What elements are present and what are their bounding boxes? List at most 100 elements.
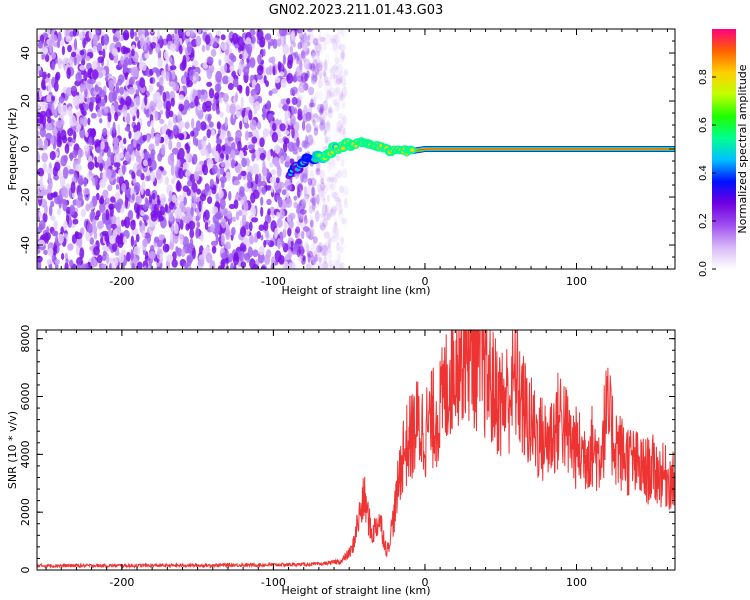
spectrogram-noise-cell <box>89 201 94 209</box>
spectrogram-noise-cell <box>223 158 230 170</box>
spectrogram-noise-cell <box>332 226 336 234</box>
spectrogram-noise-cell <box>225 153 229 161</box>
spectrogram-noise-cell <box>321 260 326 269</box>
spectrogram-noise-cell <box>249 235 255 245</box>
spectrogram-noise-cell <box>312 236 318 244</box>
spectrogram-y-ticks: -40 -20 0 20 40 <box>19 28 675 270</box>
spectrogram-noise-cell <box>107 112 112 123</box>
spectrogram-noise-cell <box>146 134 151 143</box>
spectrogram-noise-cell <box>133 31 137 37</box>
spectrogram-signal-core <box>354 144 358 148</box>
spectrogram-noise-cell <box>310 186 316 197</box>
spectrogram-noise-cell <box>60 129 67 141</box>
spectrogram-noise-cell <box>320 177 325 185</box>
spectrogram-noise-cell <box>252 129 260 138</box>
spectrogram-noise-cell <box>251 153 255 162</box>
spectrogram-noise-cell <box>339 155 345 168</box>
spectrogram-noise-cell <box>117 78 123 86</box>
spectrogram-noise-cell <box>61 252 65 261</box>
spectrogram-noise-cell <box>69 115 76 127</box>
spectrogram-noise-cell <box>269 206 276 216</box>
spectrogram-noise-cell <box>183 215 189 224</box>
spectrogram-noise-cell <box>272 38 278 49</box>
spectrogram-noise-cell <box>341 262 345 269</box>
spectrogram-noise-cell <box>323 61 328 73</box>
spectrogram-noise-cell <box>228 190 232 201</box>
spectrogram-noise-cell <box>37 167 45 177</box>
spectrogram-noise-cell <box>343 202 349 209</box>
spectrogram-noise-cell <box>255 155 260 161</box>
spectrogram-noise-cell <box>326 236 333 243</box>
spectrogram-noise-cell <box>195 215 200 222</box>
spectrogram-noise-cell <box>101 245 109 252</box>
spectrogram-noise-cell <box>323 129 327 137</box>
spectrogram-noise-cell <box>172 124 179 135</box>
spectrogram-noise-cell <box>320 182 326 191</box>
spectrogram-noise-cell <box>96 146 101 154</box>
spectrogram-noise-cell <box>327 106 334 114</box>
spectrogram-noise-cell <box>238 209 243 217</box>
spectrogram-noise-cell <box>95 29 100 35</box>
spectrogram-noise-cell <box>249 57 256 69</box>
spectrogram-noise-cell <box>258 246 265 256</box>
spectrogram-noise-cell <box>178 44 183 55</box>
spectrogram-noise-cell <box>301 72 308 84</box>
spectrogram-noise-cell <box>311 74 318 82</box>
spectrogram-noise-cell <box>49 124 53 131</box>
spectrogram-noise-cell <box>150 213 158 222</box>
spectrogram-noise-cell <box>297 94 303 101</box>
spectrogram-noise-cell <box>139 77 146 89</box>
spectrogram-noise-cell <box>333 87 341 95</box>
spectrogram-noise-cell <box>125 47 131 53</box>
spectrogram-noise-cell <box>231 227 236 236</box>
spectrogram-noise-cell <box>193 190 197 203</box>
spectrogram-noise-cell <box>321 67 326 76</box>
spectrogram-noise-cell <box>231 32 239 45</box>
spectrogram-noise-cell <box>260 234 264 241</box>
spectrogram-noise-cell <box>89 210 96 222</box>
spectrogram-noise-cell <box>297 114 303 121</box>
spectrogram-noise-cell <box>295 66 303 78</box>
spectrogram-noise-cell <box>48 179 53 190</box>
spectrogram-noise-cell <box>186 41 193 54</box>
spectrogram-noise-cell <box>139 220 143 227</box>
spectrogram-noise-cell <box>334 173 338 184</box>
spectrogram-noise-cell <box>182 161 190 170</box>
spectrogram-noise-cell <box>218 59 222 66</box>
spectrogram-noise-cell <box>114 200 117 209</box>
spectrogram-noise-cell <box>332 41 336 48</box>
spectrogram-noise-cell <box>70 181 76 194</box>
spectrogram-noise-cell <box>277 238 281 250</box>
spectrogram-noise-cell <box>329 94 335 101</box>
spectrogram-noise-cell <box>132 66 139 78</box>
spectrogram-noise-cell <box>171 259 178 268</box>
spectrogram-noise-cell <box>216 109 221 115</box>
spectrogram-noise-cell <box>196 188 202 195</box>
spectrogram-noise-cell <box>41 71 47 80</box>
spectrogram-noise-cell <box>103 106 109 114</box>
spectrogram-noise-cell <box>331 205 336 213</box>
spectrogram-noise-cell <box>92 69 99 80</box>
spectrogram-noise-cell <box>331 34 337 46</box>
spectrogram-noise-cell <box>170 97 175 107</box>
spectrogram-noise-cell <box>114 111 119 122</box>
spectrogram-noise-cell <box>311 196 317 206</box>
spectrogram-signal-core <box>410 148 415 152</box>
spectrogram-noise-cell <box>242 237 247 245</box>
spectrogram-noise-cell <box>304 241 308 252</box>
spectrogram-noise-cell <box>322 197 326 203</box>
spectrogram-noise-cell <box>122 236 128 244</box>
spectrogram-noise-cell <box>338 209 344 221</box>
spectrogram-noise-cell <box>148 84 154 93</box>
spectrogram-noise-cell <box>102 189 109 199</box>
spectrogram-noise-cell <box>75 72 82 82</box>
spectrogram-noise-cell <box>228 253 234 263</box>
spectrogram-noise-cell <box>285 155 291 162</box>
spectrogram-noise-cell <box>317 242 323 253</box>
spectrogram-noise-cell <box>311 52 316 63</box>
spectrogram-noise-cell <box>85 55 91 62</box>
spectrogram-noise-cell <box>318 78 323 89</box>
spectrogram-noise-cell <box>306 35 311 42</box>
spectrogram-noise-cell <box>265 229 269 239</box>
spectrogram-noise-cell <box>97 56 104 64</box>
